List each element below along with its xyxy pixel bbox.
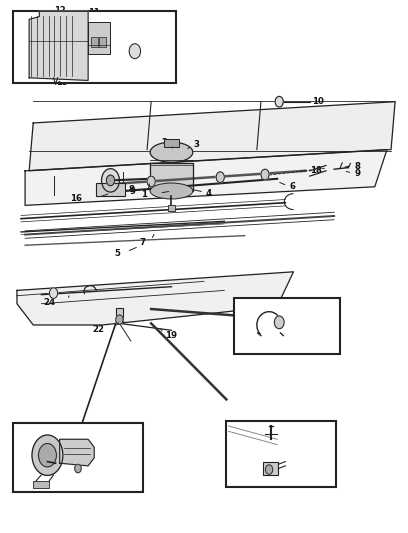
- Text: 10: 10: [312, 97, 324, 106]
- Bar: [263, 462, 278, 475]
- Polygon shape: [60, 439, 94, 466]
- Bar: [88, 22, 111, 54]
- Text: 22: 22: [92, 325, 104, 334]
- Circle shape: [216, 172, 224, 182]
- Circle shape: [116, 315, 123, 325]
- Circle shape: [106, 175, 115, 185]
- Text: 7: 7: [139, 238, 145, 247]
- Bar: [96, 183, 125, 196]
- Text: 11: 11: [88, 8, 100, 17]
- Circle shape: [265, 465, 273, 474]
- Text: 8: 8: [355, 162, 360, 171]
- Ellipse shape: [150, 142, 193, 163]
- Circle shape: [129, 44, 141, 59]
- Bar: [116, 309, 123, 324]
- Ellipse shape: [150, 183, 193, 199]
- Circle shape: [49, 288, 58, 298]
- Circle shape: [275, 96, 283, 107]
- Text: 25: 25: [16, 60, 27, 69]
- Polygon shape: [150, 163, 193, 191]
- Circle shape: [102, 168, 120, 192]
- Text: 16: 16: [70, 194, 82, 203]
- Text: 13: 13: [141, 18, 153, 27]
- Text: 20: 20: [287, 469, 299, 477]
- Text: 3: 3: [194, 140, 200, 149]
- Bar: [91, 37, 98, 47]
- Circle shape: [38, 443, 56, 467]
- Text: 6372 200: 6372 200: [21, 14, 101, 29]
- Text: 8: 8: [129, 185, 135, 194]
- Circle shape: [261, 169, 269, 180]
- Text: 9: 9: [355, 169, 360, 179]
- Text: 6: 6: [289, 182, 295, 191]
- Text: 1: 1: [141, 190, 147, 199]
- Polygon shape: [25, 150, 387, 205]
- Circle shape: [274, 316, 284, 329]
- Bar: [13, 423, 143, 492]
- Text: 24: 24: [285, 342, 297, 351]
- Text: 15: 15: [55, 77, 67, 86]
- Text: 17: 17: [261, 296, 273, 305]
- Text: 21: 21: [287, 427, 299, 436]
- Text: 9: 9: [130, 187, 136, 196]
- Polygon shape: [29, 102, 395, 171]
- Text: 2: 2: [162, 138, 167, 147]
- Text: 19: 19: [164, 331, 177, 340]
- Bar: [33, 481, 49, 488]
- Bar: [99, 37, 106, 47]
- Polygon shape: [29, 11, 88, 80]
- Text: 18: 18: [310, 166, 322, 175]
- Text: 14: 14: [112, 15, 124, 24]
- Text: 4: 4: [206, 189, 212, 198]
- Bar: [235, 298, 340, 354]
- Polygon shape: [17, 272, 293, 325]
- Circle shape: [147, 176, 155, 187]
- Circle shape: [75, 464, 81, 473]
- Bar: [168, 205, 175, 211]
- Text: 24: 24: [44, 298, 55, 307]
- Text: 12: 12: [53, 6, 65, 15]
- Bar: [164, 140, 179, 147]
- Bar: [226, 421, 336, 487]
- Text: 23: 23: [27, 427, 39, 436]
- Circle shape: [32, 435, 63, 475]
- Text: 5: 5: [115, 249, 121, 259]
- Bar: [13, 11, 175, 83]
